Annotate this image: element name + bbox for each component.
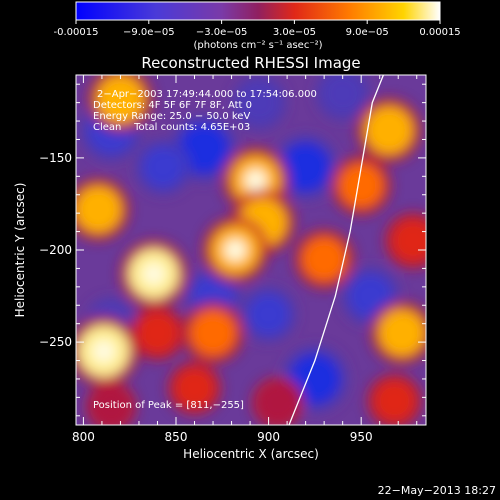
- heatmap-bright-blob: [391, 219, 426, 262]
- x-axis-label: Heliocentric X (arcsec): [183, 447, 319, 461]
- heatmap-bright-blob: [136, 312, 179, 354]
- colorbar-tick-label: −3.0e−05: [196, 27, 248, 38]
- x-tick-label: 800: [72, 430, 95, 444]
- x-tick-label: 950: [350, 430, 373, 444]
- colorbar: -0.00015 −9.0e−05 −3.0e−05 3.0e−05 9.0e−05 0.…: [54, 1, 461, 51]
- heatmap-bright-blob: [190, 309, 237, 356]
- chart-title: Reconstructed RHESSI Image: [141, 54, 360, 72]
- heatmap-bright-blob: [378, 309, 426, 357]
- colorbar-tick-label: -0.00015: [54, 27, 99, 38]
- x-tick-label: 850: [165, 430, 188, 444]
- annotation-detectors: Detectors: 4F 5F 6F 7F 8F, Att 0: [93, 100, 252, 111]
- peak-position-label: Position of Peak = [811,−255]: [93, 400, 244, 411]
- colorbar-units-label: (photons cm⁻² s⁻¹ asec⁻²): [193, 40, 322, 51]
- heatmap-bright-blob: [76, 185, 122, 234]
- y-tick-label: −150: [39, 151, 72, 165]
- annotation-counts: Clean Total counts: 4.65E+03: [93, 122, 250, 133]
- annotation-energy-range: Energy Range: 25.0 − 50.0 keV: [93, 111, 250, 122]
- heatmap-bright-blob: [338, 163, 384, 208]
- heatmap-bright-blob: [96, 75, 145, 124]
- y-tick-label: −250: [39, 335, 72, 349]
- heatmap-dark-blob: [281, 142, 330, 192]
- solar-limb-line: [288, 75, 385, 425]
- axis-ticks: 800 850 900 950 −150 −200 −250: [39, 75, 426, 444]
- colorbar-gradient: [75, 1, 441, 21]
- y-axis-label: Heliocentric Y (arcsec): [13, 183, 27, 318]
- heatmap-dark-blob: [239, 82, 280, 123]
- colorbar-tick-label: −9.0e−05: [123, 27, 175, 38]
- colorbar-tick-label: 3.0e−05: [273, 27, 316, 38]
- heatmap-dark-blob: [247, 293, 290, 336]
- heatmap-bright-blob: [92, 387, 130, 425]
- heatmap-bright-blob: [364, 106, 414, 155]
- colorbar-tick-label: 9.0e−05: [346, 27, 389, 38]
- heatmap-peak-core: [244, 168, 267, 192]
- plot-area: 800 850 900 950 −150 −200 −250 2−Apr−2003 17:4…: [39, 74, 427, 444]
- footer-date: 22−May−2013 18:27: [378, 484, 496, 497]
- heatmap-bright-blob: [174, 368, 215, 409]
- heatmap-bright-blob: [373, 380, 416, 422]
- x-tick-label: 900: [257, 430, 280, 444]
- colorbar-ticks: -0.00015 −9.0e−05 −3.0e−05 3.0e−05 9.0e−05 0.…: [54, 20, 461, 38]
- heatmap-peak-core: [92, 339, 116, 364]
- annotation-time-range: 2−Apr−2003 17:49:44.000 to 17:54:06.000: [97, 89, 317, 100]
- heatmap-dark-blob: [178, 123, 229, 174]
- heatmap-peak-core: [142, 262, 166, 286]
- heatmap-dark-blob: [142, 146, 184, 188]
- heatmap-bright-blob: [301, 236, 347, 282]
- heatmap-peak-core: [224, 238, 247, 262]
- heatmap-dark-blob: [322, 75, 363, 114]
- y-tick-label: −200: [39, 243, 72, 257]
- heatmap-dark-blob: [348, 274, 393, 318]
- heatmap-bright-blob: [258, 383, 298, 423]
- annotation-block: 2−Apr−2003 17:49:44.000 to 17:54:06.000 …: [93, 89, 317, 133]
- colorbar-tick-label: 0.00015: [419, 27, 460, 38]
- heatmap-layer: [76, 75, 426, 425]
